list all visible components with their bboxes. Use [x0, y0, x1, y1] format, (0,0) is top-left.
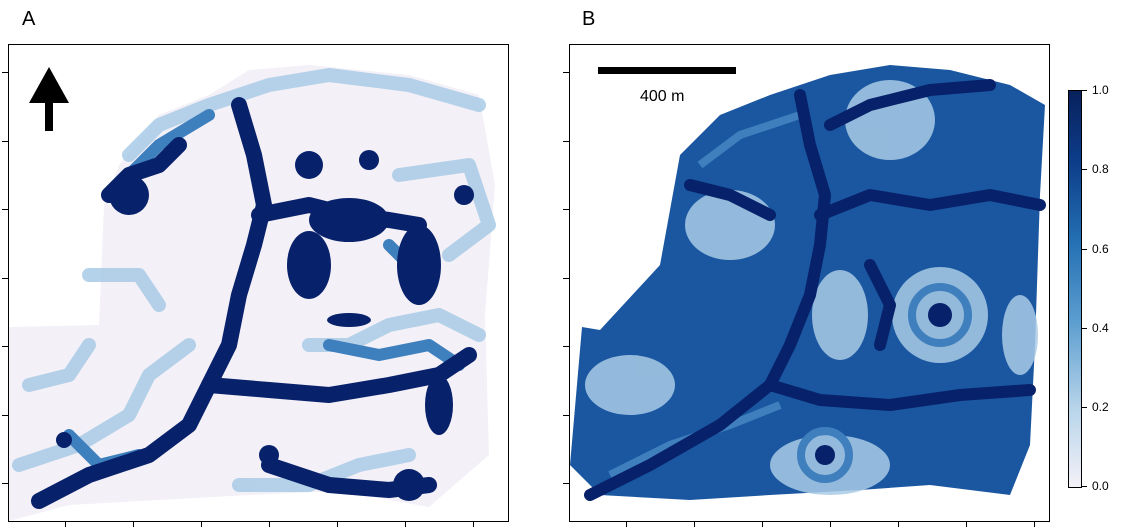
- dark-patch-3: [397, 225, 441, 305]
- light-patch-7: [1002, 295, 1038, 375]
- panel-label-a: A: [22, 8, 36, 30]
- dark-patch-8: [425, 375, 453, 435]
- corridor-light-1: [12, 338, 196, 472]
- dark-patch-11: [56, 432, 72, 448]
- corridor-dark-east: [201, 347, 477, 403]
- scale-bar-label: 400 m: [640, 88, 685, 105]
- corridor-b-north: [824, 79, 996, 131]
- corridor-b-inner: [864, 259, 896, 351]
- map-a-raster: [9, 65, 496, 521]
- corridor-light-6: [392, 158, 496, 262]
- dark-patch-2: [287, 231, 331, 299]
- map-b-raster: [570, 65, 1046, 501]
- corridor-light-2: [122, 68, 486, 162]
- corridor-dark-main: [31, 97, 272, 509]
- corridor-b-south: [764, 379, 1036, 411]
- dark-patch-1: [309, 198, 389, 242]
- dark-patch-10: [259, 445, 279, 465]
- map-panel-a: [8, 44, 509, 522]
- panel-label-b: B: [582, 8, 596, 30]
- scale-bar: [598, 67, 736, 74]
- corridor-b-east: [814, 189, 1046, 221]
- north-arrow-icon: [29, 67, 69, 131]
- corridor-b-west: [684, 179, 776, 221]
- corridor-mid-2: [323, 339, 465, 371]
- dark-patch-4: [295, 151, 323, 179]
- dark-patch-12: [109, 175, 149, 215]
- ring-2: [797, 427, 853, 483]
- corridor-light-5: [82, 268, 166, 312]
- ring-1: [908, 283, 972, 347]
- legend-label: 0.6: [1092, 242, 1109, 256]
- light-patch-4: [770, 435, 890, 495]
- legend-label: 0.0: [1092, 479, 1109, 493]
- corridor-light-4: [232, 448, 416, 492]
- contour-mid-2: [697, 111, 802, 169]
- map-panel-b: [569, 44, 1050, 522]
- ring-center-2: [815, 445, 835, 465]
- legend-label: 0.2: [1092, 400, 1109, 414]
- legend-label: 0.8: [1092, 162, 1109, 176]
- corridor-b-main: [584, 89, 831, 501]
- light-patch-6: [585, 355, 675, 415]
- dark-patch-5: [359, 150, 379, 170]
- dark-patch-7: [327, 313, 371, 327]
- legend-label: 1.0: [1092, 83, 1109, 97]
- corridor-light-7: [22, 338, 96, 392]
- legend-label: 0.4: [1092, 321, 1109, 335]
- dark-patch-9: [393, 469, 425, 501]
- dark-patch-6: [454, 185, 474, 205]
- ring-center-1: [928, 303, 952, 327]
- legend-colorbar: [1068, 90, 1082, 488]
- light-patch-2: [812, 270, 868, 360]
